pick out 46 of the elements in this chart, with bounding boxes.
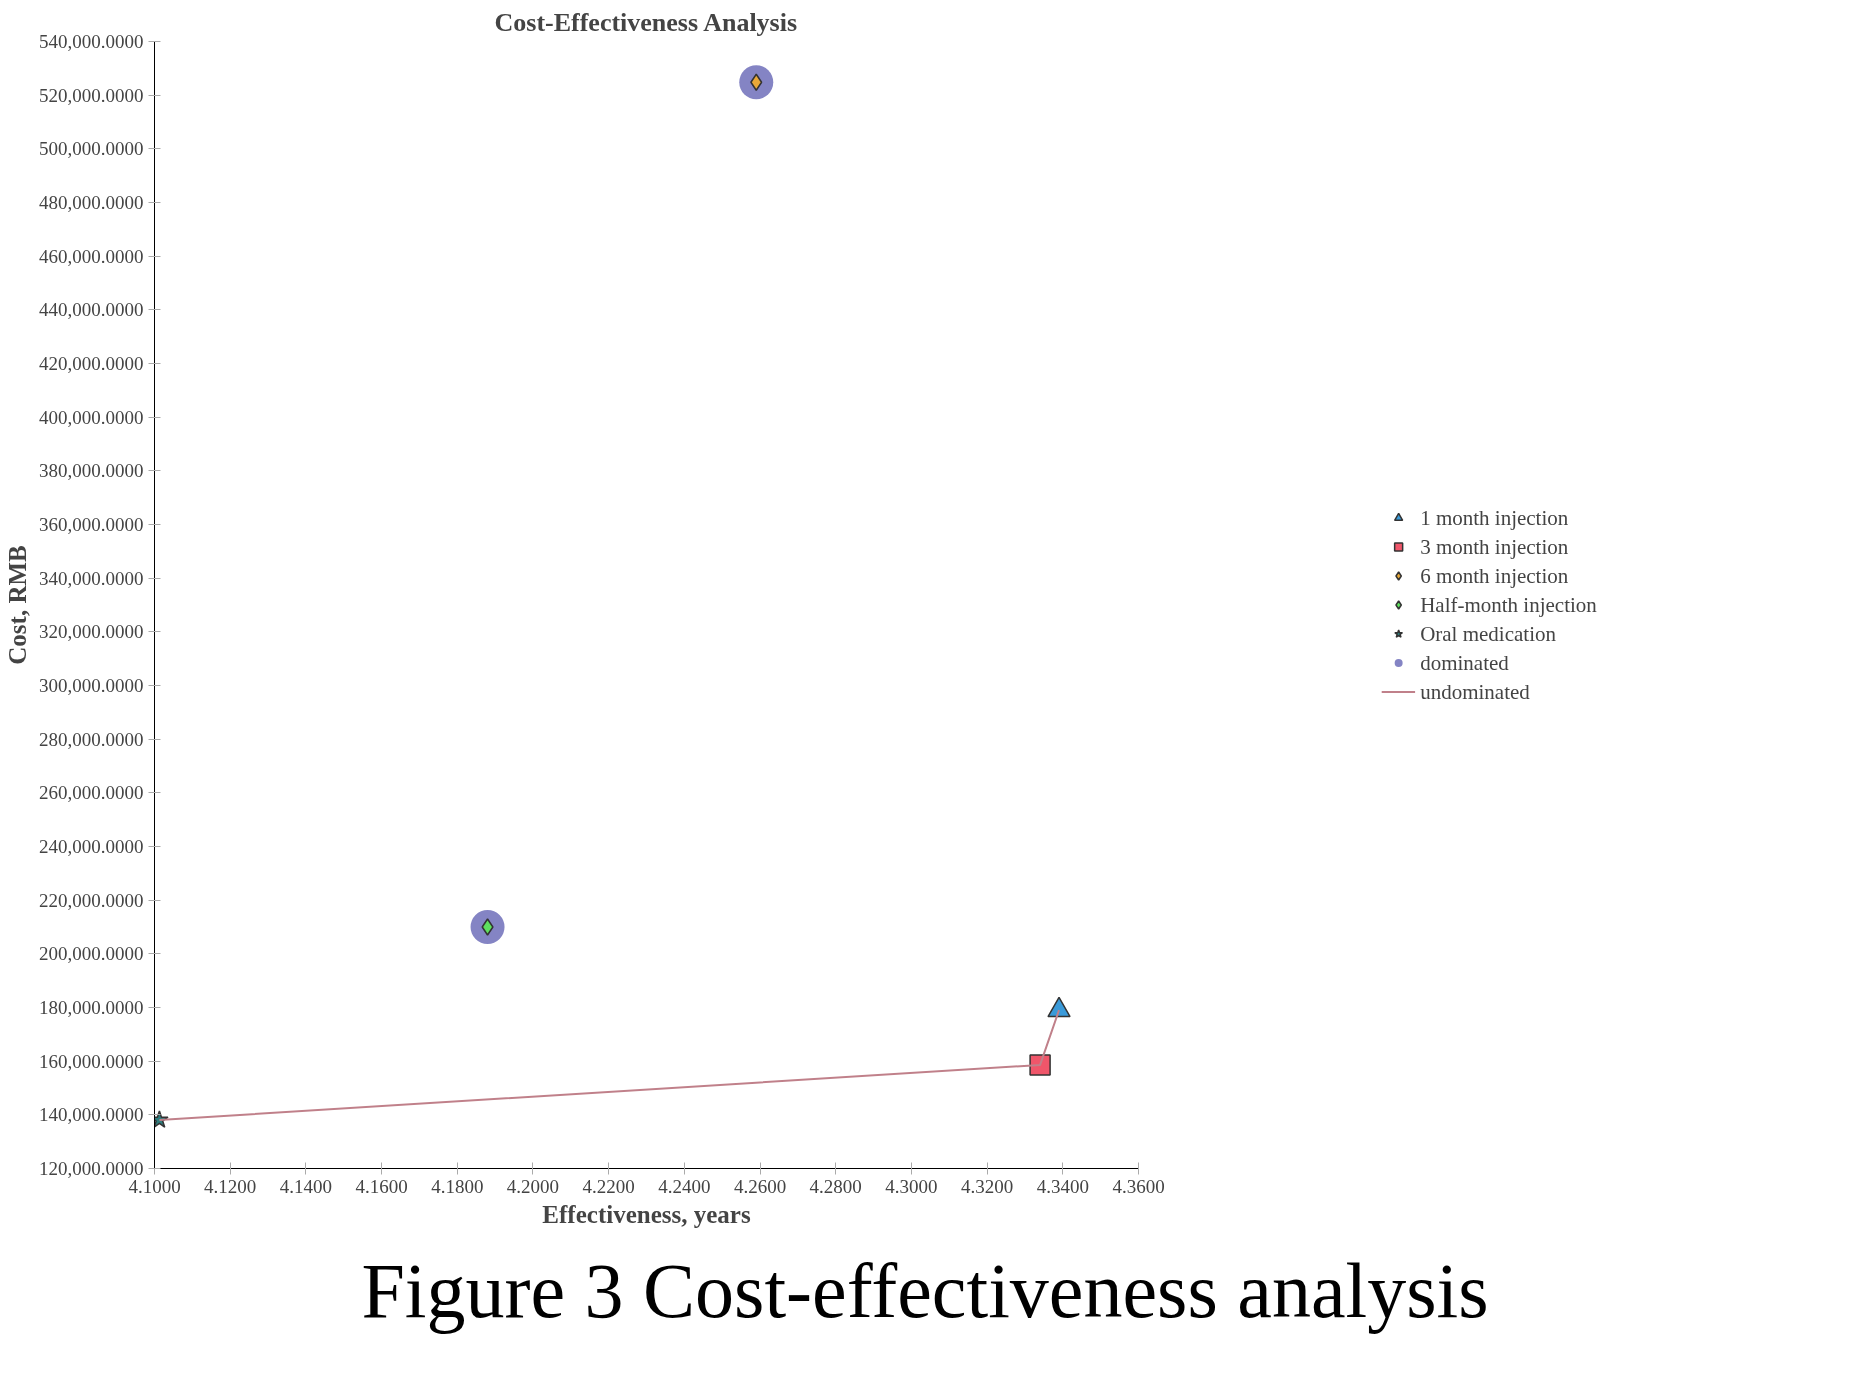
- y-tick-label: 200,000.0000: [39, 943, 144, 965]
- y-tick-label: 340,000.0000: [39, 567, 144, 589]
- y-tick-label: 320,000.0000: [39, 621, 144, 643]
- y-tick-label: 420,000.0000: [39, 353, 144, 374]
- legend-label: Oral medication: [1420, 621, 1557, 646]
- y-tick-label: 380,000.0000: [39, 460, 144, 482]
- y-axis-title: Cost, RMB: [4, 545, 31, 665]
- x-tick-label: 4.1400: [279, 1175, 333, 1197]
- y-tick-label: 520,000.0000: [39, 84, 144, 106]
- y-tick-label: 400,000.0000: [39, 406, 144, 428]
- y-tick-label: 240,000.0000: [39, 836, 144, 857]
- legend-label: dominated: [1420, 650, 1509, 675]
- chart-title: Cost-Effectiveness Analysis: [494, 7, 798, 37]
- x-tick-label: 4.2600: [733, 1175, 787, 1197]
- x-tick-label: 4.3200: [960, 1175, 1014, 1197]
- y-tick-label: 480,000.0000: [39, 192, 144, 213]
- x-tick-label: 4.3600: [1112, 1175, 1165, 1197]
- legend-label: undominated: [1420, 679, 1530, 704]
- y-tick-label: 540,000.0000: [39, 31, 144, 52]
- y-tick-label: 140,000.0000: [39, 1104, 144, 1126]
- y-tick-label: 440,000.0000: [39, 299, 144, 321]
- y-tick-label: 500,000.0000: [39, 138, 144, 160]
- x-tick-label: 4.1200: [204, 1175, 257, 1197]
- y-tick-label: 280,000.0000: [39, 728, 144, 750]
- point: [1029, 1054, 1051, 1076]
- x-tick-label: 4.2000: [506, 1175, 560, 1197]
- y-tick-label: 160,000.0000: [39, 1050, 144, 1072]
- y-tick-label: 460,000.0000: [39, 245, 144, 267]
- legend-label: 1 month injection: [1420, 505, 1569, 530]
- x-tick-label: 4.3000: [885, 1175, 938, 1197]
- y-tick-label: 300,000.0000: [39, 675, 144, 696]
- y-tick-label: 220,000.0000: [39, 889, 144, 911]
- y-tick-label: 260,000.0000: [39, 782, 144, 804]
- legend-label: 3 month injection: [1420, 534, 1569, 559]
- legend-label: 6 month injection: [1420, 563, 1569, 588]
- legend-label: Half-month injection: [1420, 592, 1597, 617]
- x-tick-label: 4.3400: [1036, 1175, 1089, 1197]
- y-tick-label: 180,000.0000: [39, 997, 144, 1018]
- x-tick-label: 4.2800: [809, 1175, 862, 1197]
- caption: Figure 3 Cost-effectiveness analysis: [361, 1246, 1489, 1336]
- x-axis-title: Effectiveness, years: [542, 1200, 751, 1228]
- x-tick-label: 4.2200: [582, 1175, 635, 1197]
- x-tick-label: 4.1600: [355, 1175, 408, 1197]
- y-tick-label: 360,000.0000: [39, 514, 144, 535]
- x-tick-label: 4.2400: [658, 1175, 711, 1197]
- x-tick-label: 4.1800: [431, 1175, 484, 1197]
